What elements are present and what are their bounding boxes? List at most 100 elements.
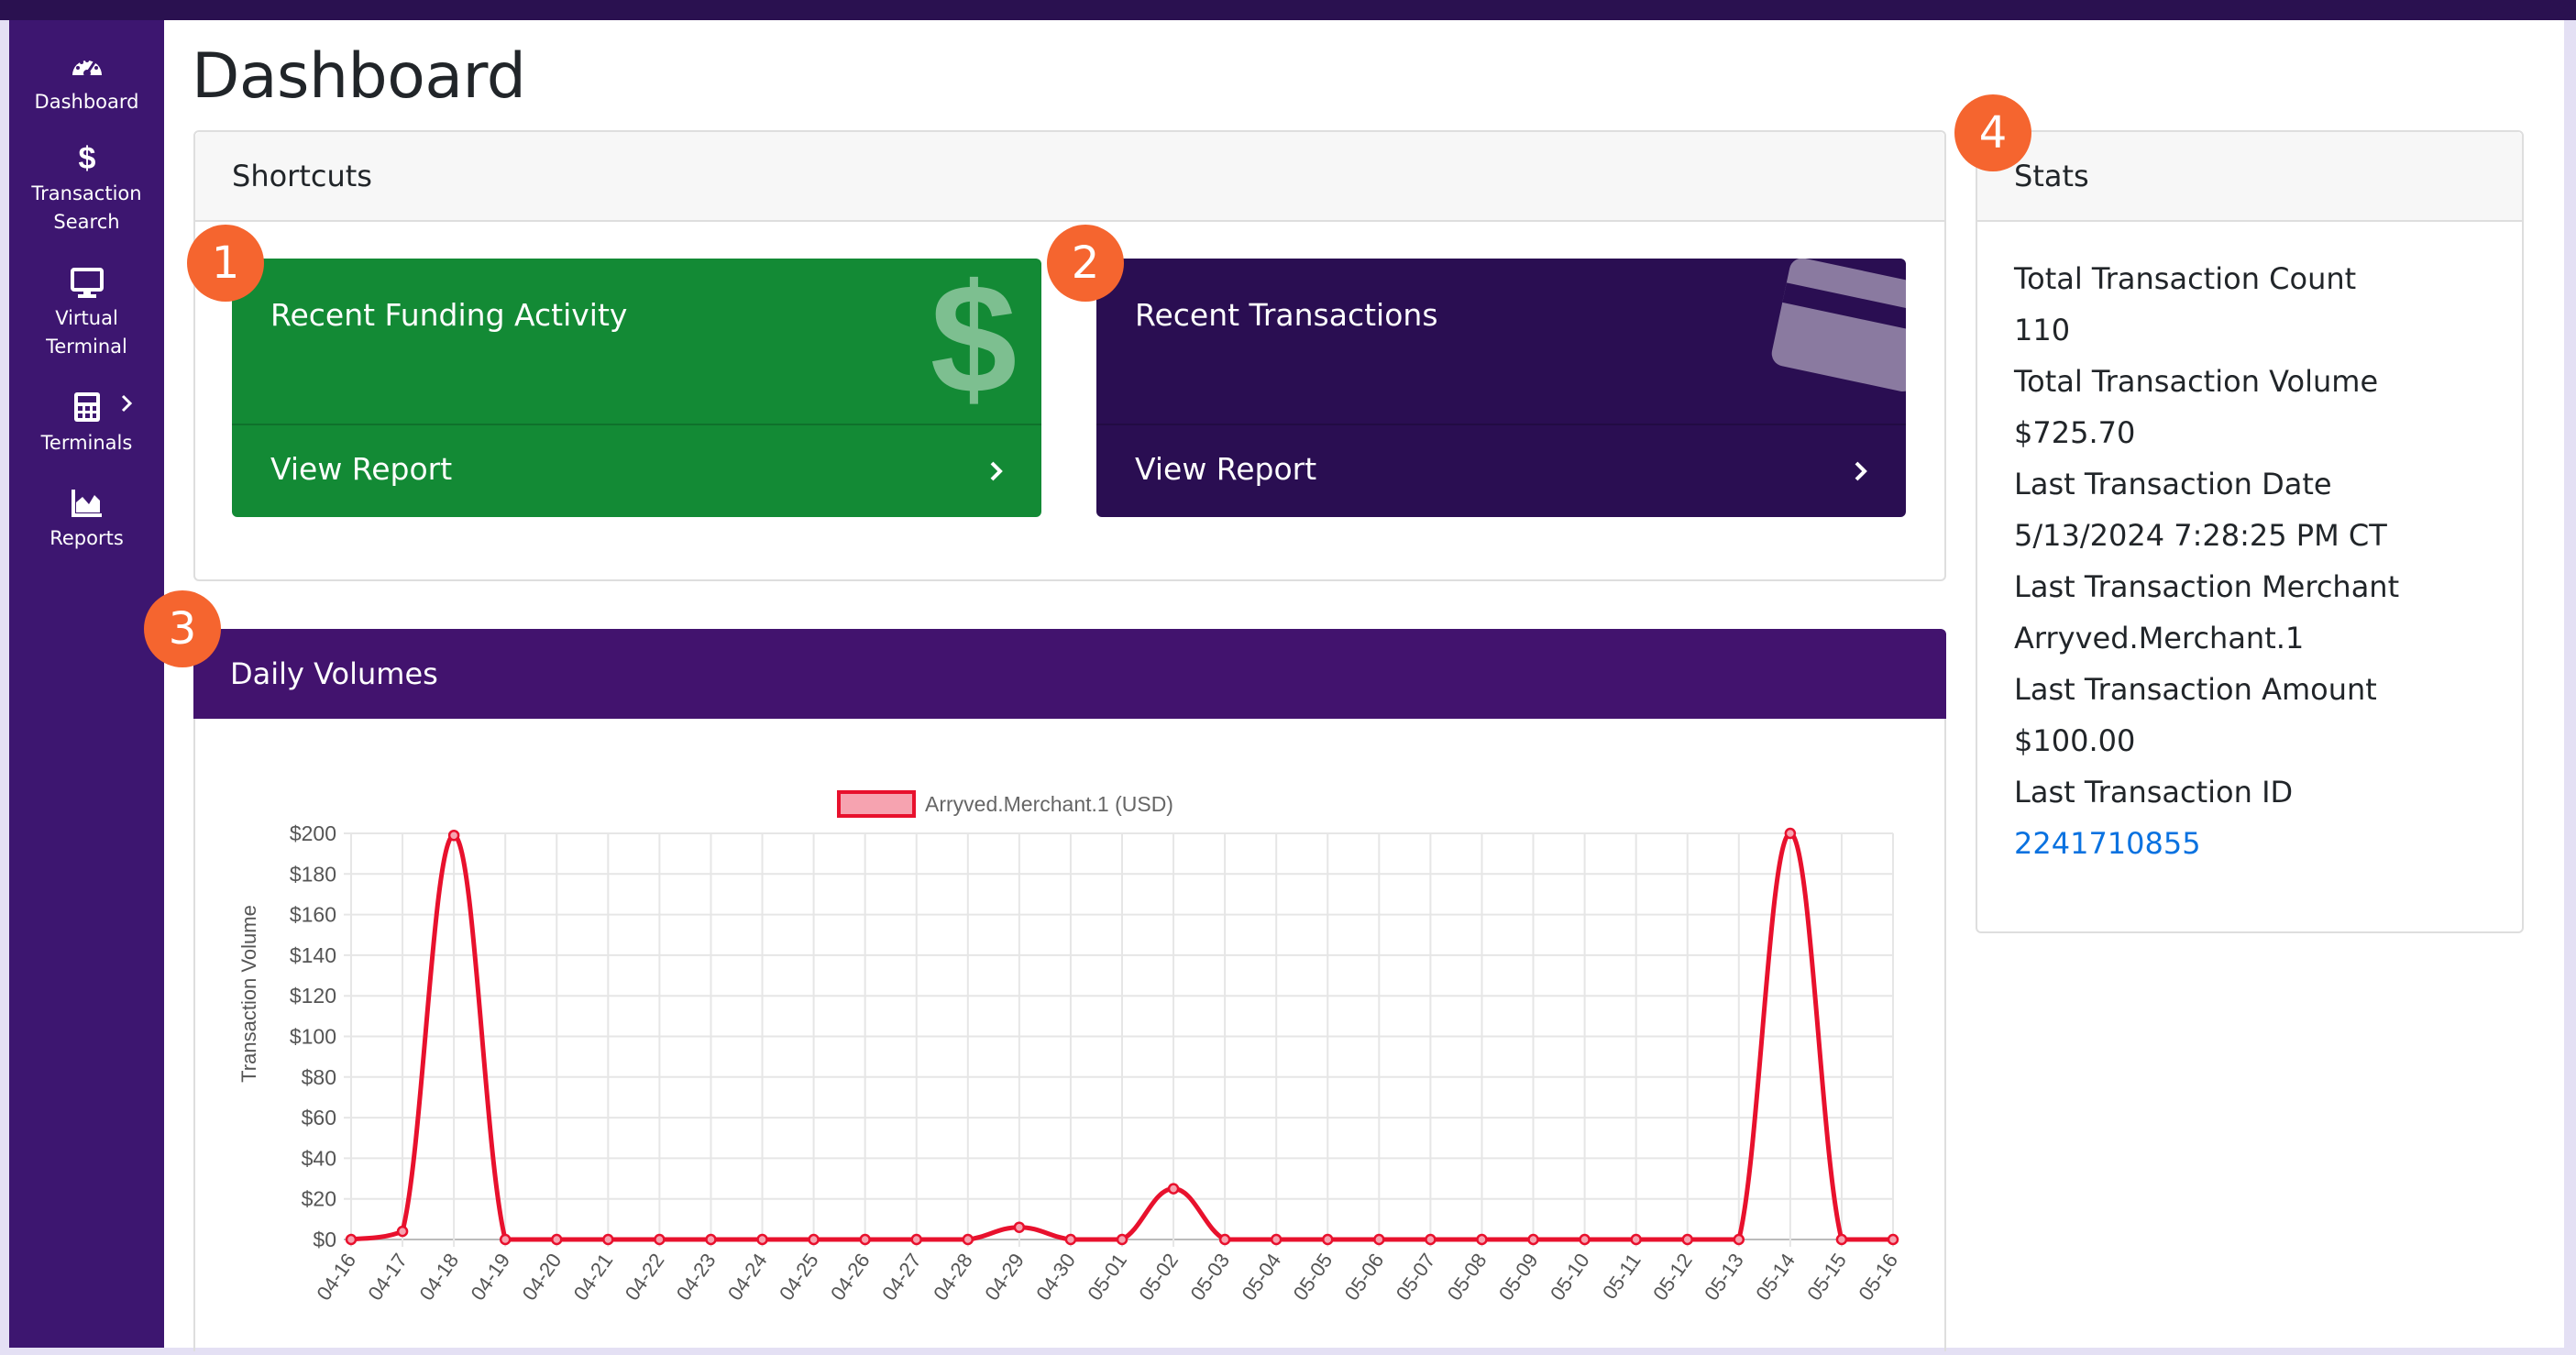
recent-funding-activity-tile[interactable]: Recent Funding Activity $ View Report [232, 259, 1041, 517]
y-tick-label: $100 [290, 1025, 336, 1049]
data-point[interactable] [1167, 1183, 1180, 1195]
x-tick-label: 04-22 [621, 1250, 669, 1305]
x-tick-label: 04-26 [826, 1250, 875, 1305]
stat-label: Total Transaction Volume [2014, 364, 2379, 399]
x-tick-label: 04-18 [414, 1250, 463, 1305]
page-title: Dashboard [192, 40, 526, 113]
data-point[interactable] [1630, 1233, 1642, 1246]
x-tick-label: 05-15 [1802, 1250, 1851, 1305]
data-point[interactable] [345, 1233, 358, 1246]
annotation-badge-4: 4 [1954, 94, 2031, 171]
legend-label[interactable]: Arryved.Merchant.1 (USD) [925, 792, 1173, 816]
sidebar-item-terminals[interactable]: Terminals [9, 389, 164, 457]
x-tick-label: 04-16 [312, 1250, 360, 1305]
data-point[interactable] [1476, 1233, 1488, 1246]
view-report-label: View Report [1135, 451, 1317, 487]
data-point[interactable] [1835, 1233, 1848, 1246]
x-tick-label: 04-19 [467, 1250, 515, 1305]
series-points [345, 827, 1899, 1246]
x-tick-label: 05-07 [1392, 1250, 1440, 1305]
y-tick-label: $140 [290, 943, 336, 967]
x-tick-label: 04-27 [877, 1250, 926, 1305]
sidebar-item-reports[interactable]: Reports [9, 484, 164, 553]
y-tick-label: $60 [302, 1106, 336, 1129]
x-tick-label: 04-20 [518, 1250, 567, 1305]
daily-volumes-card: $0 $20 $40 $60 $80 $100 $120 $140 $160 $180 $200 0… [193, 719, 1946, 1351]
x-tick-label: 04-23 [672, 1250, 721, 1305]
sidebar-item-dashboard[interactable]: Dashboard [9, 48, 164, 116]
y-tick-label: $0 [313, 1228, 336, 1251]
data-point[interactable] [962, 1233, 974, 1246]
sidebar-item-virtual-terminal[interactable]: Virtual Terminal [9, 264, 164, 361]
calculator-icon [73, 392, 100, 422]
x-tick-label: 04-29 [980, 1250, 1029, 1305]
gauge-icon [72, 59, 102, 77]
chart-grid [344, 832, 1894, 1247]
data-point[interactable] [756, 1233, 768, 1246]
stat-value: 5/13/2024 7:28:25 PM CT [2014, 518, 2387, 553]
data-point[interactable] [859, 1233, 871, 1246]
credit-card-icon [1771, 259, 1906, 392]
sidebar-item-label: Terminal [46, 336, 127, 358]
data-point[interactable] [1013, 1221, 1026, 1233]
sidebar-item-label: Terminals [40, 432, 133, 454]
data-point[interactable] [551, 1233, 563, 1246]
stats-list: Total Transaction Count 110 Total Transa… [2014, 253, 2399, 869]
data-point[interactable] [1733, 1233, 1745, 1246]
data-point[interactable] [447, 829, 460, 842]
data-point[interactable] [1579, 1233, 1591, 1246]
data-point[interactable] [1373, 1233, 1385, 1246]
shortcuts-card: Shortcuts Recent Funding Activity $ View… [193, 130, 1946, 581]
data-point[interactable] [1784, 827, 1797, 840]
x-tick-label: 04-30 [1031, 1250, 1080, 1305]
data-point[interactable] [1527, 1233, 1539, 1246]
data-point[interactable] [1322, 1233, 1334, 1246]
stats-card: Stats Total Transaction Count 110 Total … [1976, 130, 2524, 933]
data-point[interactable] [1270, 1233, 1282, 1246]
x-tick-label: 05-08 [1443, 1250, 1492, 1305]
x-tick-label: 05-04 [1238, 1250, 1286, 1305]
data-point[interactable] [705, 1233, 717, 1246]
view-report-button[interactable]: View Report [232, 424, 1041, 517]
data-point[interactable] [1681, 1233, 1693, 1246]
svg-text:$: $ [78, 141, 95, 176]
sidebar-item-label: Transaction [31, 182, 142, 204]
y-tick-label: $180 [290, 862, 336, 886]
x-tick-label: 05-16 [1854, 1250, 1902, 1305]
data-point[interactable] [1064, 1233, 1077, 1246]
daily-volumes-chart: $0 $20 $40 $60 $80 $100 $120 $140 $160 $180 $200 0… [237, 790, 1902, 1305]
x-tick-label: 04-25 [775, 1250, 823, 1305]
stat-label: Last Transaction Merchant [2014, 569, 2400, 604]
data-point[interactable] [808, 1233, 820, 1246]
data-point[interactable] [1425, 1233, 1437, 1246]
data-point[interactable] [396, 1225, 409, 1238]
legend-swatch[interactable] [837, 790, 916, 818]
stat-value: $100.00 [2014, 723, 2136, 758]
y-tick-label: $20 [302, 1187, 336, 1211]
data-point[interactable] [1218, 1233, 1231, 1246]
data-point[interactable] [1887, 1233, 1899, 1246]
y-axis-label: Transaction Volume [237, 905, 260, 1083]
data-point[interactable] [910, 1233, 922, 1246]
stats-header: Stats [1977, 132, 2522, 222]
chevron-right-icon [1855, 461, 1867, 481]
chevron-right-icon [990, 461, 1003, 481]
sidebar-item-label: Search [53, 211, 120, 233]
chevron-right-icon [121, 394, 133, 413]
recent-transactions-tile[interactable]: Recent Transactions View Report [1096, 259, 1906, 517]
shortcuts-header: Shortcuts [195, 132, 1944, 222]
main-content: Dashboard Shortcuts Recent Funding Activ… [164, 20, 2564, 1351]
data-point[interactable] [1116, 1233, 1128, 1246]
dollar-sign-icon: $ [930, 264, 1018, 411]
sidebar-item-transaction-search[interactable]: $ Transaction Search [9, 139, 164, 237]
area-chart-icon [71, 490, 102, 517]
transaction-id-link[interactable]: 2241710855 [2014, 826, 2201, 861]
data-point[interactable] [499, 1233, 512, 1246]
x-tick-label: 04-21 [569, 1250, 618, 1305]
data-point[interactable] [602, 1233, 614, 1246]
dollar-icon: $ [78, 141, 95, 176]
view-report-button[interactable]: View Report [1096, 424, 1906, 517]
svg-text:$: $ [930, 264, 1018, 411]
y-axis-ticks: $0 $20 $40 $60 $80 $100 $120 $140 $160 $180 $200 [290, 821, 336, 1251]
data-point[interactable] [654, 1233, 666, 1246]
